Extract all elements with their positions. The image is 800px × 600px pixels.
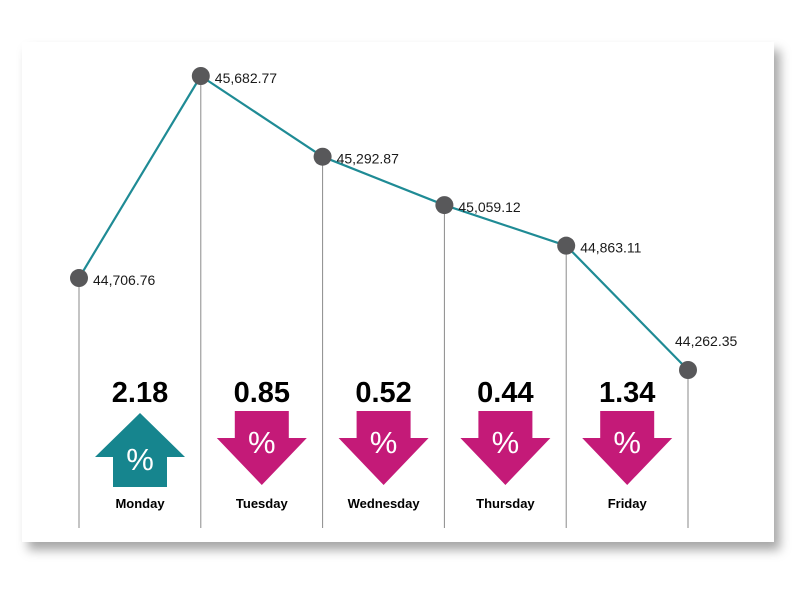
data-point	[557, 236, 576, 255]
change-value-label: 1.34	[599, 377, 655, 409]
series-line	[78, 74, 689, 371]
down-arrow-percent-icon	[216, 411, 307, 485]
data-point	[313, 147, 332, 166]
value-label: 45,292.87	[337, 151, 399, 167]
percent-symbol: %	[613, 425, 641, 460]
value-label: 44,706.76	[93, 272, 155, 288]
data-point	[435, 196, 454, 215]
day-label: Thursday	[476, 496, 535, 511]
percent-symbol: %	[248, 425, 276, 460]
up-arrow-percent-icon	[95, 413, 185, 487]
data-point	[70, 269, 88, 288]
change-value-label: 0.52	[355, 377, 411, 409]
down-arrow-percent-icon	[582, 411, 673, 485]
percent-symbol: %	[126, 442, 154, 477]
change-value-label: 0.44	[477, 377, 533, 409]
value-label: 45,059.12	[458, 199, 520, 215]
day-label: Tuesday	[236, 496, 289, 511]
value-label: 44,863.11	[580, 240, 641, 256]
data-point	[191, 67, 210, 85]
down-arrow-percent-icon	[338, 411, 429, 485]
value-label: 45,682.77	[215, 70, 277, 86]
day-label: Friday	[608, 496, 648, 511]
down-arrow-percent-icon	[460, 411, 551, 485]
day-label: Wednesday	[348, 496, 421, 511]
day-label: Monday	[115, 496, 165, 511]
change-value-label: 2.18	[112, 377, 168, 409]
percent-symbol: %	[492, 425, 520, 460]
change-value-label: 0.85	[234, 377, 290, 409]
percent-symbol: %	[370, 425, 398, 460]
value-label: 44,262.35	[675, 333, 737, 349]
data-point	[679, 361, 697, 379]
